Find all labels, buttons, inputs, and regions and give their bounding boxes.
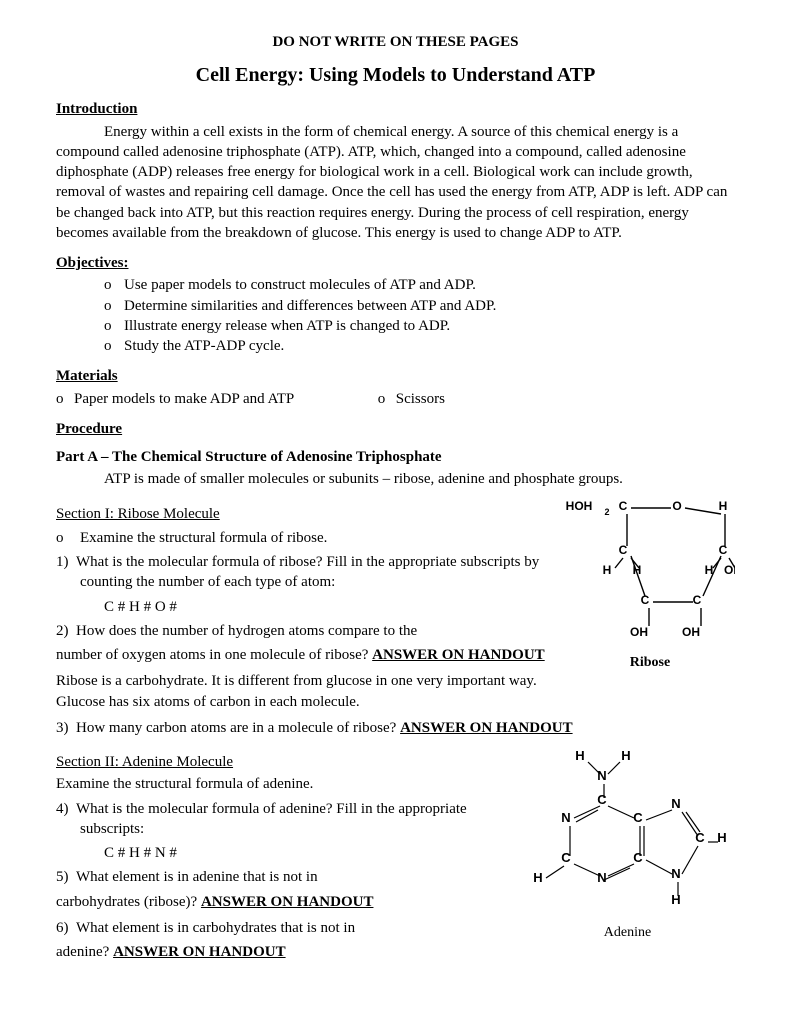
svg-text:H: H xyxy=(671,892,680,907)
svg-text:C: C xyxy=(597,792,607,807)
objective-item: Determine similarities and differences b… xyxy=(104,296,735,316)
svg-text:H: H xyxy=(717,830,726,845)
svg-text:H: H xyxy=(603,563,612,577)
intro-paragraph: Energy within a cell exists in the form … xyxy=(56,122,735,244)
svg-text:N: N xyxy=(597,870,606,885)
adenine-caption: Adenine xyxy=(520,924,735,943)
ribose-figure: HOH2COHCCHHHOHCCOHOH Ribose xyxy=(565,496,735,673)
adenine-figure: HHNCNCCCNHNNCHH Adenine xyxy=(520,746,735,943)
question-6-continued: adenine? ANSWER ON HANDOUT xyxy=(56,942,735,962)
header-warning: DO NOT WRITE ON THESE PAGES xyxy=(56,32,735,52)
svg-text:H: H xyxy=(533,870,542,885)
svg-text:H: H xyxy=(633,563,642,577)
svg-text:C: C xyxy=(641,593,650,607)
svg-text:C: C xyxy=(633,810,643,825)
materials-row: oPaper models to make ADP and ATP oSciss… xyxy=(56,389,735,409)
objective-item: Illustrate energy release when ATP is ch… xyxy=(104,316,735,336)
part-a-text: ATP is made of smaller molecules or subu… xyxy=(104,469,735,489)
material-1: Paper models to make ADP and ATP xyxy=(74,389,374,409)
svg-text:N: N xyxy=(597,768,606,783)
ribose-caption: Ribose xyxy=(565,654,735,673)
svg-text:C: C xyxy=(695,830,705,845)
svg-text:OH: OH xyxy=(630,625,648,639)
answer-prompt: ANSWER ON HANDOUT xyxy=(400,720,573,736)
objectives-list: Use paper models to construct molecules … xyxy=(104,275,735,356)
svg-text:H: H xyxy=(621,748,630,763)
svg-text:HOH: HOH xyxy=(566,499,593,513)
part-a-heading: Part A – The Chemical Structure of Adeno… xyxy=(56,447,735,467)
svg-text:O: O xyxy=(672,499,681,513)
ribose-note: Ribose is a carbohydrate. It is differen… xyxy=(56,671,735,712)
svg-text:C: C xyxy=(619,543,628,557)
svg-text:C: C xyxy=(619,499,628,513)
svg-text:H: H xyxy=(575,748,584,763)
procedure-heading: Procedure xyxy=(56,419,735,439)
svg-text:N: N xyxy=(671,796,680,811)
materials-heading: Materials xyxy=(56,366,735,386)
svg-text:H: H xyxy=(705,563,714,577)
svg-text:C: C xyxy=(719,543,728,557)
svg-text:OH: OH xyxy=(724,563,735,577)
svg-text:H: H xyxy=(719,499,728,513)
svg-text:OH: OH xyxy=(682,625,700,639)
question-3: 3) How many carbon atoms are in a molecu… xyxy=(56,718,735,738)
intro-heading: Introduction xyxy=(56,99,735,119)
objective-item: Study the ATP-ADP cycle. xyxy=(104,336,735,356)
material-2: Scissors xyxy=(396,389,445,409)
answer-prompt: ANSWER ON HANDOUT xyxy=(201,894,374,910)
svg-text:2: 2 xyxy=(604,507,609,517)
objective-item: Use paper models to construct molecules … xyxy=(104,275,735,295)
answer-prompt: ANSWER ON HANDOUT xyxy=(372,647,545,663)
page-title: Cell Energy: Using Models to Understand … xyxy=(56,62,735,89)
svg-text:N: N xyxy=(561,810,570,825)
answer-prompt: ANSWER ON HANDOUT xyxy=(113,944,286,960)
svg-text:C: C xyxy=(693,593,702,607)
adenine-structure: HHNCNCCCNHNNCHH xyxy=(520,746,735,916)
svg-text:C: C xyxy=(633,850,643,865)
svg-text:C: C xyxy=(561,850,571,865)
svg-text:N: N xyxy=(671,866,680,881)
objectives-heading: Objectives: xyxy=(56,253,735,273)
ribose-structure: HOH2COHCCHHHOHCCOHOH xyxy=(565,496,735,646)
